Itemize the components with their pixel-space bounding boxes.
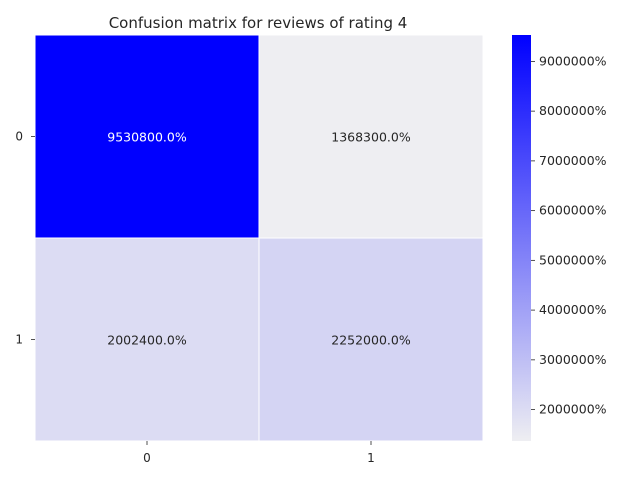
x-tick-label: 1: [367, 451, 375, 465]
colorbar-tick-label: 2000000%: [539, 402, 607, 417]
chart-title: Confusion matrix for reviews of rating 4: [109, 14, 408, 32]
colorbar-tick-label: 3000000%: [539, 352, 607, 367]
y-axis-ticks: 01: [15, 130, 35, 347]
cell-value-label: 1368300.0%: [331, 130, 411, 145]
colorbar-tick-label: 9000000%: [539, 53, 607, 68]
colorbar-tick-label: 7000000%: [539, 153, 607, 168]
colorbar-tick-label: 4000000%: [539, 302, 607, 317]
cell-value-label: 2252000.0%: [331, 333, 411, 348]
x-tick-label: 0: [143, 451, 151, 465]
heatmap-cell: [258, 34, 484, 239]
heatmap-cells: 9530800.0% 1368300.0% 2002400.0% 2252000.0%: [34, 34, 484, 442]
colorbar-ticks: 2000000% 3000000% 4000000% 5000000% 6000000%…: [531, 53, 607, 417]
cell-value-label: 2002400.0%: [107, 333, 187, 348]
heatmap-cell: [34, 237, 260, 442]
y-tick-label: 1: [15, 333, 23, 347]
colorbar-tick-label: 6000000%: [539, 203, 607, 218]
cell-value-label: 9530800.0%: [107, 130, 187, 145]
colorbar: [512, 35, 531, 441]
colorbar-tick-label: 8000000%: [539, 103, 607, 118]
y-tick-label: 0: [15, 130, 23, 144]
heatmap-cell: [258, 237, 484, 442]
heatmap-cell: [34, 34, 260, 239]
colorbar-tick-label: 5000000%: [539, 252, 607, 267]
